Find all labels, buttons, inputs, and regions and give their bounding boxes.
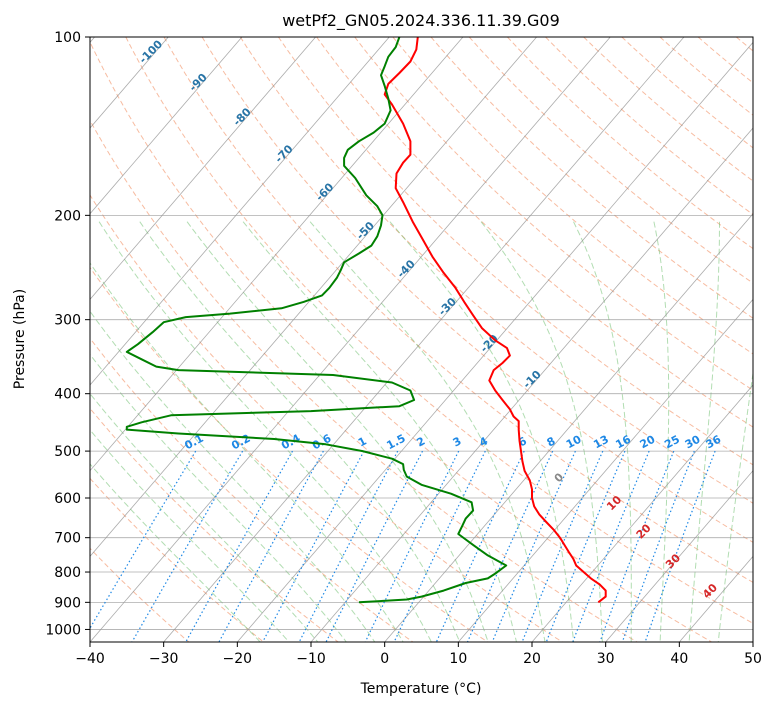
moist-adiabat-line [688, 221, 720, 642]
mixing-ratio-label: 30 [683, 433, 703, 452]
dry-adiabat-line [90, 119, 638, 642]
x-tick-label: 30 [597, 651, 615, 667]
temperature-line [383, 37, 607, 604]
isotherm-line [458, 298, 753, 642]
isotherm-line [90, 37, 464, 472]
moist-adiabat-line [653, 221, 670, 642]
dry-adiabat-line [163, 37, 753, 583]
moist-adiabat-line [480, 221, 603, 642]
moist-adiabat-line [309, 221, 546, 642]
mixing-ratio-line [599, 450, 675, 642]
x-tick-label: 40 [670, 651, 688, 667]
chart-title: wetPf2_GN05.2024.336.11.39.G09 [282, 11, 560, 31]
y-tick-label: 300 [54, 313, 81, 329]
moist-adiabat-line [90, 310, 376, 642]
mixing-ratio-line [435, 450, 525, 642]
isotherm-line [310, 127, 753, 642]
dry-adiabat-line [392, 37, 753, 355]
plot-frame [89, 36, 754, 643]
isotherm-line [90, 37, 243, 215]
mixing-ratio-line [262, 450, 365, 642]
moist-adiabat-line [90, 429, 290, 642]
y-tick-label: 100 [54, 30, 81, 46]
x-tick-label: 10 [449, 651, 467, 667]
mixing-ratio-label: 20 [638, 433, 658, 452]
moist-adiabat-line [90, 262, 404, 642]
mixing-ratio-line [393, 450, 486, 642]
isotherm-line [531, 384, 753, 642]
mixing-ratio-line [364, 450, 460, 642]
isotherm-line [605, 470, 753, 642]
dry-adiabat-line [277, 37, 753, 466]
x-tick-label: −10 [296, 651, 326, 667]
y-axis: 100 200 300 400 500 600 700 800 900 1000 [45, 30, 90, 638]
series-layer [125, 37, 607, 604]
dry-adiabat-line [90, 266, 488, 642]
mixing-ratio-line [644, 450, 716, 642]
moist-adiabat-line [573, 221, 632, 642]
mixing-ratio-line [325, 450, 424, 642]
x-tick-label: 50 [744, 651, 762, 667]
moist-adiabat-line [389, 221, 575, 642]
mixing-ratio-label: 36 [704, 433, 724, 452]
x-tick-label: −30 [149, 651, 179, 667]
dry-adiabat-line [90, 547, 190, 642]
mixing-ratio-line [298, 450, 399, 642]
x-tick-label: −40 [75, 651, 105, 667]
y-tick-label: 800 [54, 565, 81, 581]
y-tick-label: 400 [54, 387, 81, 403]
mixing-ratio-label: 16 [613, 433, 633, 452]
moist-adiabat-line [98, 221, 432, 642]
y-tick-label: 900 [54, 595, 81, 611]
moist-adiabat-line [242, 221, 517, 642]
isotherm-line [163, 37, 685, 642]
y-axis-label: Pressure (hPa) [12, 289, 28, 389]
x-axis: −40 −30 −20 −10 0 10 20 30 40 50 [75, 642, 762, 667]
moist-adiabat-line [90, 392, 319, 642]
moist-adiabat-line [717, 370, 753, 642]
isotherm-line [90, 37, 537, 557]
dry-adiabat-line [430, 37, 753, 319]
isotherm-line [237, 41, 753, 642]
isotherm-line [90, 37, 611, 642]
isotherm-line [90, 37, 390, 386]
x-tick-label: 20 [523, 651, 541, 667]
mixing-ratio-line [621, 450, 695, 642]
dry-adiabat-line [125, 37, 753, 624]
mixing-ratio-line [185, 450, 294, 642]
y-tick-label: 500 [54, 444, 81, 460]
moist-adiabat-line [186, 221, 489, 642]
mixing-ratio-line [572, 450, 650, 642]
background-lines [90, 37, 753, 642]
mixing-ratio-line [545, 450, 626, 642]
dry-adiabat-line [90, 477, 264, 642]
dry-adiabat-line [90, 194, 563, 642]
dry-adiabat-line [354, 37, 753, 391]
moist-adiabat-line [90, 463, 261, 642]
isotherm-line [90, 37, 316, 300]
x-tick-label: −20 [223, 651, 253, 667]
mixing-ratio-label: 25 [662, 433, 682, 452]
mixing-ratio-line [218, 450, 324, 642]
mixing-ratio-label: 13 [591, 433, 611, 452]
y-tick-label: 200 [54, 208, 81, 224]
dry-adiabat-line [316, 37, 753, 428]
x-tick-label: 0 [380, 651, 389, 667]
dewpoint-line [125, 37, 508, 604]
mixing-ratio-label: 10 [564, 433, 584, 452]
moist-adiabat-line [139, 221, 461, 642]
y-tick-label: 600 [54, 491, 81, 507]
dry-adiabat-line [90, 40, 712, 642]
y-tick-label: 700 [54, 531, 81, 547]
moist-adiabat-line [90, 353, 347, 642]
y-tick-label: 1000 [45, 622, 81, 638]
isotherm-line [384, 213, 753, 642]
x-axis-label: Temperature (°C) [360, 681, 482, 697]
